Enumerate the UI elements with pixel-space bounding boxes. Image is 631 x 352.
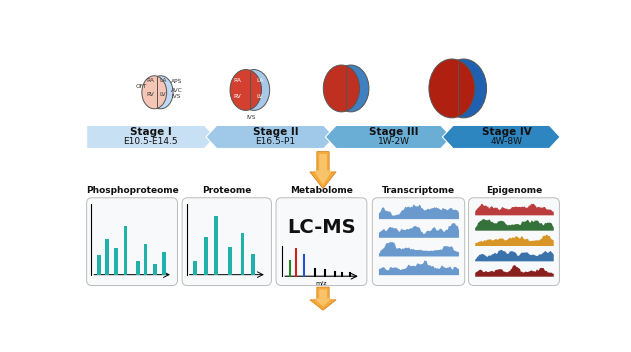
Polygon shape [310,152,336,189]
Polygon shape [326,125,452,149]
Text: RA: RA [146,77,155,82]
Text: LV: LV [160,92,167,97]
Text: 1W-2W: 1W-2W [378,137,410,146]
Text: AVC: AVC [171,88,183,93]
Bar [114,249,118,275]
Bar [193,261,197,275]
Polygon shape [86,125,215,149]
Polygon shape [314,154,333,185]
FancyBboxPatch shape [276,198,367,285]
Text: LC-MS: LC-MS [287,218,356,237]
Text: LV: LV [256,94,262,99]
Text: 4W-8W: 4W-8W [491,137,522,146]
Text: E10.5-E14.5: E10.5-E14.5 [124,137,178,146]
Ellipse shape [148,76,173,109]
Text: Stage IV: Stage IV [482,127,531,137]
Text: RA: RA [233,78,241,83]
Text: RV: RV [146,92,155,97]
Text: Transcriptome: Transcriptome [382,186,455,195]
Bar [228,247,232,275]
Polygon shape [314,289,333,306]
Text: m/z: m/z [316,280,327,285]
Bar [105,239,109,275]
Polygon shape [442,125,560,149]
Text: Metabolome: Metabolome [290,186,353,195]
Bar [162,252,166,275]
Text: Stage III: Stage III [369,127,418,137]
Text: Proteome: Proteome [202,186,251,195]
Text: LA: LA [160,77,167,82]
Bar [144,244,148,275]
Bar [97,255,101,275]
FancyBboxPatch shape [86,198,177,285]
Bar [215,216,218,275]
FancyBboxPatch shape [182,198,271,285]
Text: APS: APS [171,79,183,84]
Polygon shape [206,125,334,149]
Bar [136,261,139,275]
Text: OFT: OFT [136,84,147,89]
Text: E16.5-P1: E16.5-P1 [256,137,296,146]
Polygon shape [310,287,336,310]
Bar [153,264,156,275]
Ellipse shape [333,65,369,112]
Text: LA: LA [256,78,263,83]
Text: IVS: IVS [171,94,181,100]
Text: Epigenome: Epigenome [486,186,542,195]
Bar [240,233,244,275]
Ellipse shape [142,76,167,109]
Text: Stage I: Stage I [130,127,172,137]
Ellipse shape [230,70,261,111]
Bar [251,254,256,275]
FancyBboxPatch shape [372,198,464,285]
Ellipse shape [440,59,487,118]
Ellipse shape [429,59,475,118]
Text: IVS: IVS [246,115,256,120]
Ellipse shape [323,65,360,112]
Text: RV: RV [233,94,240,99]
Bar [204,237,208,275]
Text: Stage II: Stage II [253,127,298,137]
FancyBboxPatch shape [469,198,560,285]
Ellipse shape [238,70,269,111]
Bar [124,226,127,275]
Text: Phosphoproteome: Phosphoproteome [86,186,179,195]
